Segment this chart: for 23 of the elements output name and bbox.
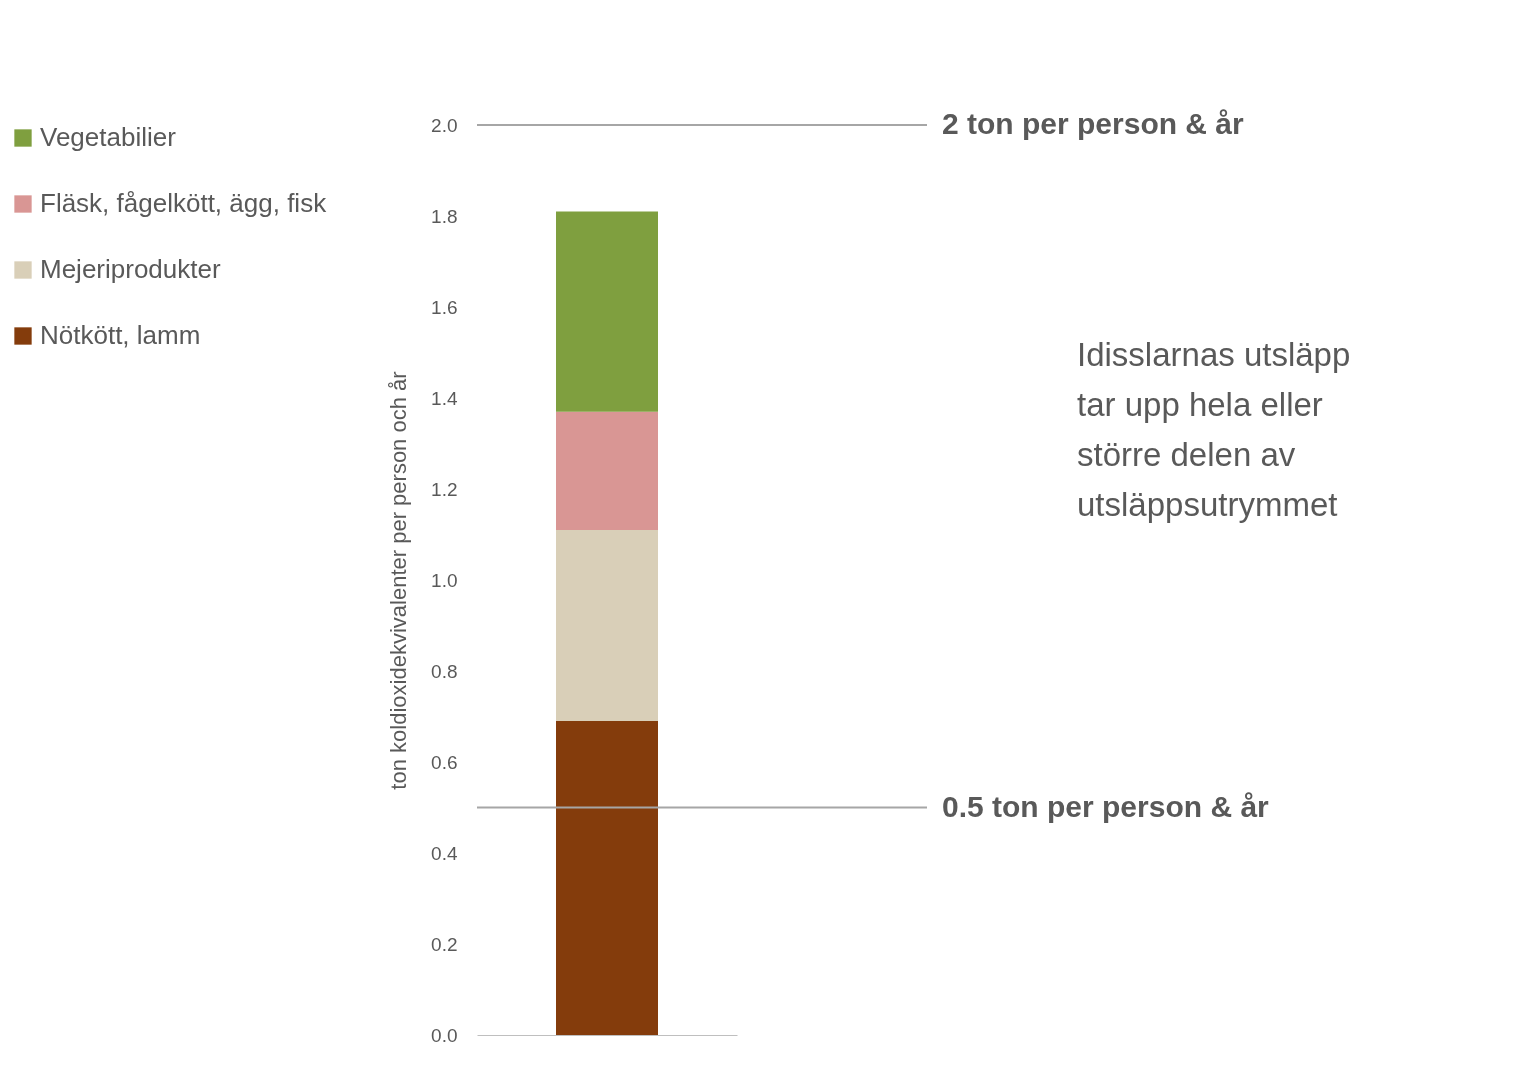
legend-label: Fläsk, fågelkött, ägg, fisk: [40, 188, 328, 218]
y-tick-label: 0.0: [431, 1024, 458, 1046]
legend-label: Mejeriprodukter: [40, 254, 221, 284]
ref-line-label: 2 ton per person & år: [942, 107, 1245, 140]
bar: [556, 211, 658, 412]
y-tick-label: 1.4: [431, 387, 458, 409]
y-tick-label: 0.8: [431, 660, 458, 682]
bar: [556, 721, 658, 1035]
ref-line-label: 0.5 ton per person & år: [942, 789, 1270, 823]
y-axis-title: ton koldioxidekvivalenter per person och år: [386, 371, 412, 790]
y-tick-label: 1.2: [431, 478, 458, 500]
y-tick-label: 0.4: [431, 842, 458, 864]
bar: [556, 529, 658, 722]
y-tick-label: 1.8: [431, 205, 458, 227]
legend-label: Vegetabilier: [40, 122, 177, 152]
text: Idisslarnas utsläpp tar upp hela eller större delen av utsläppsutrymmet: [1077, 336, 1351, 523]
legend-label: Nötkött, lamm: [40, 320, 201, 350]
y-tick-label: 1.0: [431, 569, 458, 591]
y-tick-label: 2.0: [431, 114, 458, 136]
bar: [556, 411, 658, 530]
y-tick-label: 1.6: [431, 296, 458, 318]
y-tick-label: 0.6: [431, 751, 458, 773]
y-tick-label: 0.2: [431, 933, 458, 955]
